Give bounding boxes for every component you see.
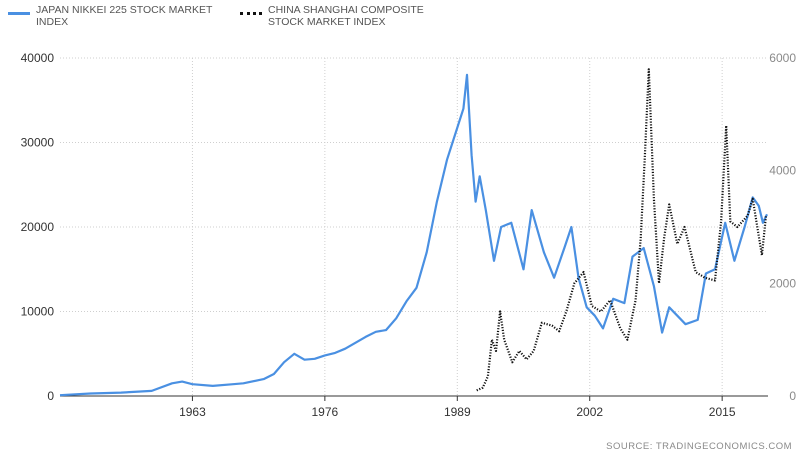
- legend-item-nikkei: JAPAN NIKKEI 225 STOCK MARKET INDEX: [8, 4, 226, 28]
- y-left-tick-label: 0: [47, 389, 54, 403]
- legend-swatch-nikkei: [8, 12, 30, 15]
- tick-labels: 0 10000 20000 30000 40000 0 2000 4000 6000 1963 19…: [21, 51, 797, 419]
- x-tick-label: 1963: [179, 405, 206, 419]
- grid-lines: [60, 57, 768, 396]
- x-tick-label: 1976: [312, 405, 339, 419]
- x-tick-label: 2002: [576, 405, 603, 419]
- x-tick-label: 1989: [444, 405, 471, 419]
- y-left-tick-label: 40000: [21, 51, 55, 65]
- legend-label-nikkei: JAPAN NIKKEI 225 STOCK MARKET INDEX: [36, 4, 213, 28]
- legend-swatch-shanghai: [240, 12, 262, 15]
- x-tick-label: 2015: [709, 405, 736, 419]
- series-line-nikkei: [59, 73, 768, 397]
- y-left-tick-label: 10000: [21, 305, 55, 319]
- series-line-shanghai: [476, 68, 768, 392]
- y-right-tick-label: 6000: [769, 51, 796, 65]
- legend-item-shanghai: CHINA SHANGHAI COMPOSITE STOCK MARKET IN…: [240, 4, 443, 28]
- y-right-tick-label: 2000: [769, 276, 796, 290]
- y-left-tick-label: 20000: [21, 220, 55, 234]
- y-right-tick-label: 4000: [769, 164, 796, 178]
- y-left-tick-label: 30000: [21, 136, 55, 150]
- y-right-tick-label: 0: [789, 389, 796, 403]
- series-layer: [59, 68, 768, 397]
- source-note: SOURCE: TRADINGECONOMICS.COM: [606, 441, 792, 452]
- axes: [60, 395, 768, 401]
- legend-label-shanghai: CHINA SHANGHAI COMPOSITE STOCK MARKET IN…: [268, 4, 424, 28]
